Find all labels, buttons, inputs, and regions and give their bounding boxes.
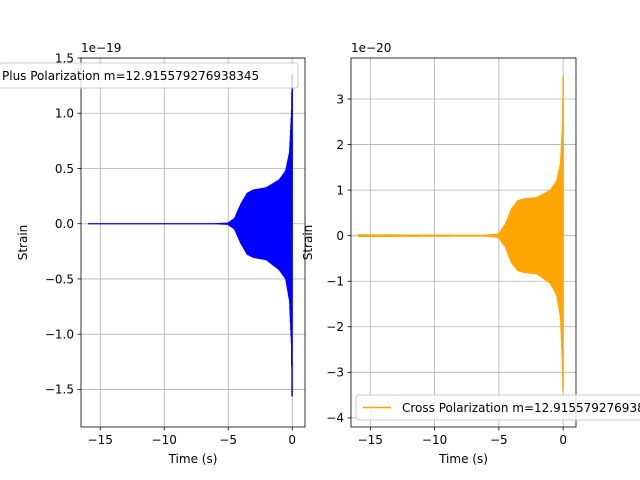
x-tick-label: −10 xyxy=(152,433,177,447)
plus-polarization-panel: −15 −10 −5 0 −1.5 −1.0 −0.5 0.0 0.5 1.0 1.5 Time (s… xyxy=(0,41,306,466)
y-tick-label: 1 xyxy=(336,183,344,197)
legend: Cross Polarization m=12.915579276938345 xyxy=(355,394,640,421)
y-tick-label: −1 xyxy=(326,275,344,289)
x-tick-label: −10 xyxy=(422,433,447,447)
x-tick-label: −5 xyxy=(219,433,237,447)
x-tick-label: −15 xyxy=(88,433,113,447)
y-tick-label: 0.5 xyxy=(55,162,74,176)
x-axis-label: Time (s) xyxy=(168,452,218,466)
y-tick-label: 1.0 xyxy=(55,107,74,121)
y-tick-label: 3 xyxy=(336,92,344,106)
legend: Plus Polarization m=12.915579276938345 xyxy=(0,62,299,89)
y-tick-label: −1.0 xyxy=(45,327,74,341)
x-tick-label: 0 xyxy=(559,433,567,447)
legend-label: Plus Polarization m=12.915579276938345 xyxy=(2,69,259,83)
y-tick-label: −3 xyxy=(326,366,344,380)
y-tick-label: −0.5 xyxy=(45,272,74,286)
y-tick-label: −2 xyxy=(326,320,344,334)
y-tick-label: 0.0 xyxy=(55,217,74,231)
legend-box xyxy=(355,394,640,421)
legend-box xyxy=(0,62,299,89)
y-tick-label: −1.5 xyxy=(45,383,74,397)
x-axis-label: Time (s) xyxy=(438,452,488,466)
legend-label: Cross Polarization m=12.915579276938345 xyxy=(402,401,640,415)
y-tick-label: 2 xyxy=(336,138,344,152)
y-axis-label: Strain xyxy=(16,225,30,261)
y-axis-label: Strain xyxy=(301,225,315,261)
series-line-0 xyxy=(87,74,293,397)
x-tick-label: −5 xyxy=(490,433,508,447)
series-line-0 xyxy=(357,76,564,392)
y-tick-label: 1.5 xyxy=(55,51,74,65)
offset-text: 1e−19 xyxy=(81,41,121,55)
x-tick-label: 0 xyxy=(288,433,296,447)
x-tick-label: −15 xyxy=(358,433,383,447)
y-tick-label: −4 xyxy=(326,411,344,425)
y-tick-label: 0 xyxy=(336,229,344,243)
axes-frame xyxy=(350,57,577,428)
offset-text: 1e−20 xyxy=(351,41,391,55)
axes-frame xyxy=(80,57,306,428)
